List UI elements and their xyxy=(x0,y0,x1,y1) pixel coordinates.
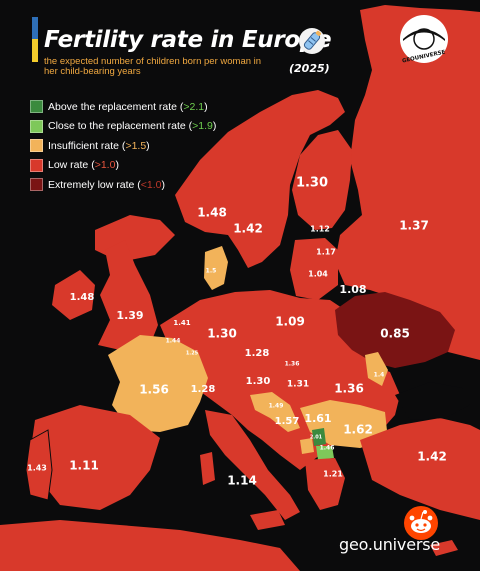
reddit-alien-icon[interactable] xyxy=(403,505,439,541)
rate-label-insufficient: 1.5 xyxy=(206,268,217,275)
region-denmark xyxy=(204,246,228,290)
rate-label-low: 1.30 xyxy=(246,376,271,387)
legend: Above the replacement rate (>2.1) Close … xyxy=(30,97,216,195)
region-russia xyxy=(335,5,480,360)
rate-label-low: 1.41 xyxy=(173,319,190,327)
rate-label-low: 1.46 xyxy=(320,445,335,452)
legend-label: Extremely low rate xyxy=(48,178,135,191)
black-sea xyxy=(395,382,470,420)
rate-labels: 1.30 1.37 1.48 1.42 1.12 1.17 1.04 1.08 1.5 1.48 1… xyxy=(27,176,447,488)
rate-label-low: 1.48 xyxy=(70,292,95,303)
rate-label-extremely-low: 0.85 xyxy=(380,327,410,341)
region-baltics xyxy=(290,238,338,300)
rate-label-close-to-replacement: 2.01 xyxy=(310,435,323,441)
region-sicily xyxy=(250,510,285,530)
watermark: geo.universe xyxy=(339,535,440,554)
region-montenegro xyxy=(300,438,314,454)
region-iberia xyxy=(30,405,160,510)
legend-threshold: >1.9 xyxy=(192,120,213,133)
legend-threshold: >1.0 xyxy=(94,159,116,172)
region-cyprus xyxy=(430,540,458,556)
rate-label-low: 1.37 xyxy=(399,219,429,233)
rate-label-low: 1.30 xyxy=(296,176,328,191)
region-macedonia xyxy=(316,446,334,460)
rate-label-low: 1.17 xyxy=(316,248,336,257)
rate-label-low: 1.48 xyxy=(197,206,227,220)
legend-label: Above the replacement rate xyxy=(48,100,177,113)
rate-label-low: 1.31 xyxy=(287,380,309,390)
rate-label-insufficient: 1.57 xyxy=(275,416,300,427)
rate-label-low: 1.42 xyxy=(417,450,447,464)
region-ukraine xyxy=(335,292,455,368)
flag-stripe-yellow xyxy=(32,39,38,62)
region-portugal xyxy=(25,429,53,501)
rate-label-insufficient: 1.61 xyxy=(304,412,331,425)
rate-label-low: 1.43 xyxy=(27,464,47,473)
rate-label-low: 1.08 xyxy=(339,283,366,296)
legend-threshold: >2.1 xyxy=(183,100,205,113)
rate-label-low: 1.21 xyxy=(323,470,343,479)
map-subtitle: the expected number of children born per… xyxy=(44,56,262,77)
map-title: Fertility rate in Europe xyxy=(44,27,332,53)
rate-label-low: 1.09 xyxy=(275,315,305,329)
region-greece xyxy=(305,458,345,510)
rate-label-low: 1.30 xyxy=(207,327,237,341)
legend-swatch xyxy=(30,139,43,153)
region-sardinia xyxy=(200,452,215,485)
region-kosovo xyxy=(312,428,326,446)
flag-stripe-blue xyxy=(32,17,38,39)
rate-label-low: 1.25 xyxy=(186,351,199,357)
rate-label-low: 1.12 xyxy=(310,225,330,234)
rate-label-low: 1.28 xyxy=(191,384,216,395)
rate-label-low: 1.11 xyxy=(69,459,99,473)
rate-label-low: 1.39 xyxy=(116,309,143,322)
map-year: (2025) xyxy=(289,62,330,75)
legend-label: Low rate xyxy=(48,159,89,172)
region-moldova xyxy=(365,352,388,386)
legend-swatch xyxy=(30,100,43,114)
region-finland xyxy=(292,130,352,230)
baby-bottle-icon xyxy=(299,28,325,54)
rate-label-low: 1.36 xyxy=(334,382,364,396)
rate-label-insufficient: 1.56 xyxy=(139,383,169,397)
legend-swatch xyxy=(30,178,43,192)
rate-label-low: 1.4 xyxy=(374,372,385,379)
legend-item: Low rate (>1.0) xyxy=(30,156,216,176)
rate-label-low: 1.36 xyxy=(285,361,300,368)
legend-label: Close to the replacement rate xyxy=(48,120,186,133)
legend-swatch xyxy=(30,119,43,133)
legend-label: Insufficient rate xyxy=(48,139,120,152)
region-north-africa xyxy=(0,520,300,571)
region-scandinavia xyxy=(175,90,345,268)
legend-threshold: <1.0 xyxy=(140,178,162,191)
legend-item: Close to the replacement rate (>1.9) xyxy=(30,117,216,137)
legend-item: Above the replacement rate (>2.1) xyxy=(30,97,216,117)
region-france xyxy=(108,335,208,432)
region-turkey xyxy=(360,418,480,520)
legend-item: Extremely low rate (<1.0) xyxy=(30,175,216,195)
legend-item: Insufficient rate (>1.5) xyxy=(30,136,216,156)
rate-label-low: 1.04 xyxy=(308,270,328,279)
region-italy xyxy=(205,410,300,520)
geouniverse-badge: GEOUNIVERSE xyxy=(400,15,448,64)
region-great-britain xyxy=(98,240,158,350)
rate-label-low: 1.44 xyxy=(166,338,181,345)
region-slovenia-croatia xyxy=(250,392,300,432)
rate-label-low: 1.28 xyxy=(245,348,270,359)
rate-label-low: 1.42 xyxy=(233,222,263,236)
region-ireland xyxy=(52,270,95,320)
rate-label-low: 1.14 xyxy=(227,474,257,488)
legend-threshold: >1.5 xyxy=(125,139,147,152)
rate-label-insufficient: 1.62 xyxy=(343,423,373,437)
legend-swatch xyxy=(30,158,43,172)
rate-label-low: 1.49 xyxy=(269,403,284,410)
